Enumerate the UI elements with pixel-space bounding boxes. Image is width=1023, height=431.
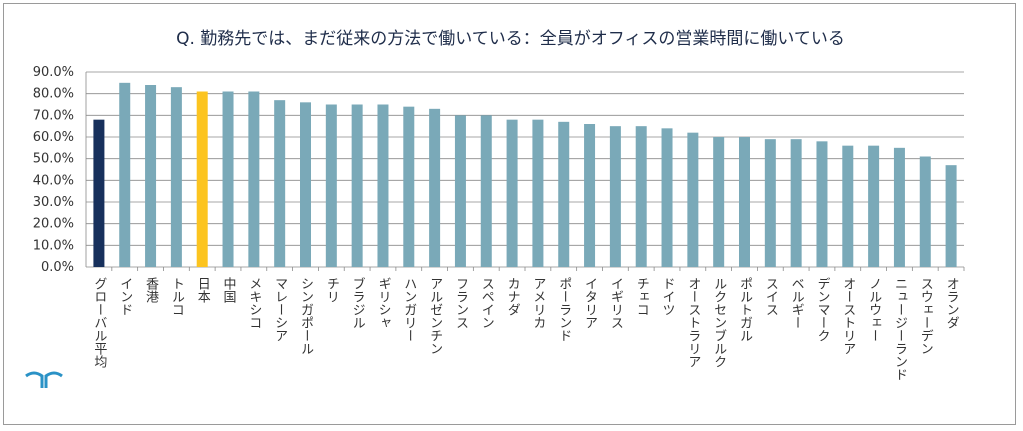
y-tick-label: 70.0%: [33, 108, 74, 123]
bar-15: [480, 115, 492, 267]
y-tick-label: 30.0%: [33, 195, 74, 210]
y-tick-label: 10.0%: [33, 238, 74, 253]
x-tick-label: 中国: [221, 277, 236, 303]
x-tick-label: スペイン: [479, 277, 495, 329]
bar-26: [764, 139, 776, 267]
bar-12: [403, 106, 415, 268]
x-tick-label: フランス: [453, 277, 468, 329]
bar-27: [790, 139, 802, 267]
y-tick-label: 40.0%: [33, 173, 74, 188]
bar-28: [816, 141, 828, 267]
y-tick-label: 20.0%: [33, 217, 74, 232]
bar-30: [868, 145, 880, 267]
bar-8: [300, 102, 311, 267]
x-tick-label: オーストラリア: [685, 277, 700, 368]
bar-23: [687, 132, 699, 267]
x-tick-label: デンマーク: [814, 277, 829, 342]
x-tick-label: アメリカ: [530, 277, 545, 329]
x-tick-label: 日本: [195, 277, 211, 303]
y-tick-label: 90.0%: [33, 65, 74, 80]
x-tick-label: ベルギー: [789, 277, 805, 329]
bar-3: [170, 87, 182, 268]
bar-7: [274, 100, 286, 268]
bar-31: [893, 147, 905, 267]
x-tick-label: ポルトガル: [737, 277, 752, 342]
bar-5: [222, 91, 234, 267]
x-tick-label: インド: [117, 277, 132, 316]
x-tick-label: チェコ: [634, 277, 649, 316]
x-tick-label: チリ: [324, 277, 339, 303]
x-tick-label: スウェーデン: [918, 277, 933, 355]
bar-0: [93, 119, 105, 268]
bar-24: [713, 137, 725, 267]
x-tick-label: ギリシャ: [375, 277, 390, 329]
bar-2: [145, 85, 157, 267]
x-tick-label: ドイツ: [660, 277, 675, 316]
x-tick-label: イタリア: [582, 277, 597, 329]
y-tick-label: 80.0%: [33, 87, 74, 102]
x-tick-label: ノルウェー: [866, 277, 881, 342]
x-tick-label: ルクセンブルク: [711, 277, 727, 368]
bar-6: [248, 91, 260, 267]
bar-22: [661, 128, 673, 267]
x-tick-label: ブラジル: [350, 276, 365, 329]
bar-14: [454, 115, 466, 267]
x-tick-label: トルコ: [169, 277, 184, 316]
bar-33: [945, 165, 957, 267]
bar-20: [609, 126, 621, 268]
x-tick-label: 香港: [143, 277, 159, 303]
bar-1: [119, 82, 131, 267]
y-tick-label: 0.0%: [41, 260, 74, 275]
bar-18: [558, 121, 570, 267]
x-tick-label: オランダ: [944, 277, 959, 329]
chart-title: Q. 勤務先では、まだ従来の方法で働いている：全員がオフィスの営業時間に働いてい…: [176, 29, 845, 49]
bar-16: [506, 119, 518, 268]
x-tick-label: カナダ: [505, 277, 520, 316]
chart-frame: Q. 勤務先では、まだ従来の方法で働いている：全員がオフィスの営業時間に働いてい…: [3, 3, 1016, 425]
x-tick-label: マレーシア: [272, 277, 287, 342]
bar-29: [842, 145, 854, 267]
bar-4: [196, 91, 208, 267]
bar-11: [377, 104, 389, 267]
bar-21: [635, 126, 647, 268]
x-tick-label: ニュージーランド: [892, 277, 907, 381]
company-logo-icon: [25, 371, 63, 388]
bar-25: [739, 137, 750, 267]
y-tick-label: 50.0%: [33, 152, 74, 167]
x-tick-label: オーストリア: [840, 277, 855, 355]
bar-10: [351, 104, 363, 267]
bar-13: [429, 108, 441, 267]
x-tick-label: シンガポール: [298, 277, 313, 355]
x-tick-label: ポーランド: [556, 277, 571, 342]
x-tick-label: アルゼンチン: [427, 277, 443, 355]
bar-32: [919, 156, 931, 267]
x-tick-label: メキシコ: [246, 277, 261, 329]
x-tick-label: スイス: [763, 277, 778, 316]
y-tick-label: 60.0%: [33, 130, 74, 145]
bar-17: [532, 119, 544, 268]
x-tick-label: グローバル平均: [91, 277, 107, 368]
bar-19: [584, 124, 596, 267]
x-tick-label: ハンガリー: [401, 277, 416, 342]
x-tick-label: イギリス: [608, 277, 623, 329]
bar-chart: 0.0% 10.0% 20.0% 30.0% 40.0% 50.0% 60.0% 70.0% 8…: [33, 65, 965, 381]
bar-9: [325, 104, 337, 267]
